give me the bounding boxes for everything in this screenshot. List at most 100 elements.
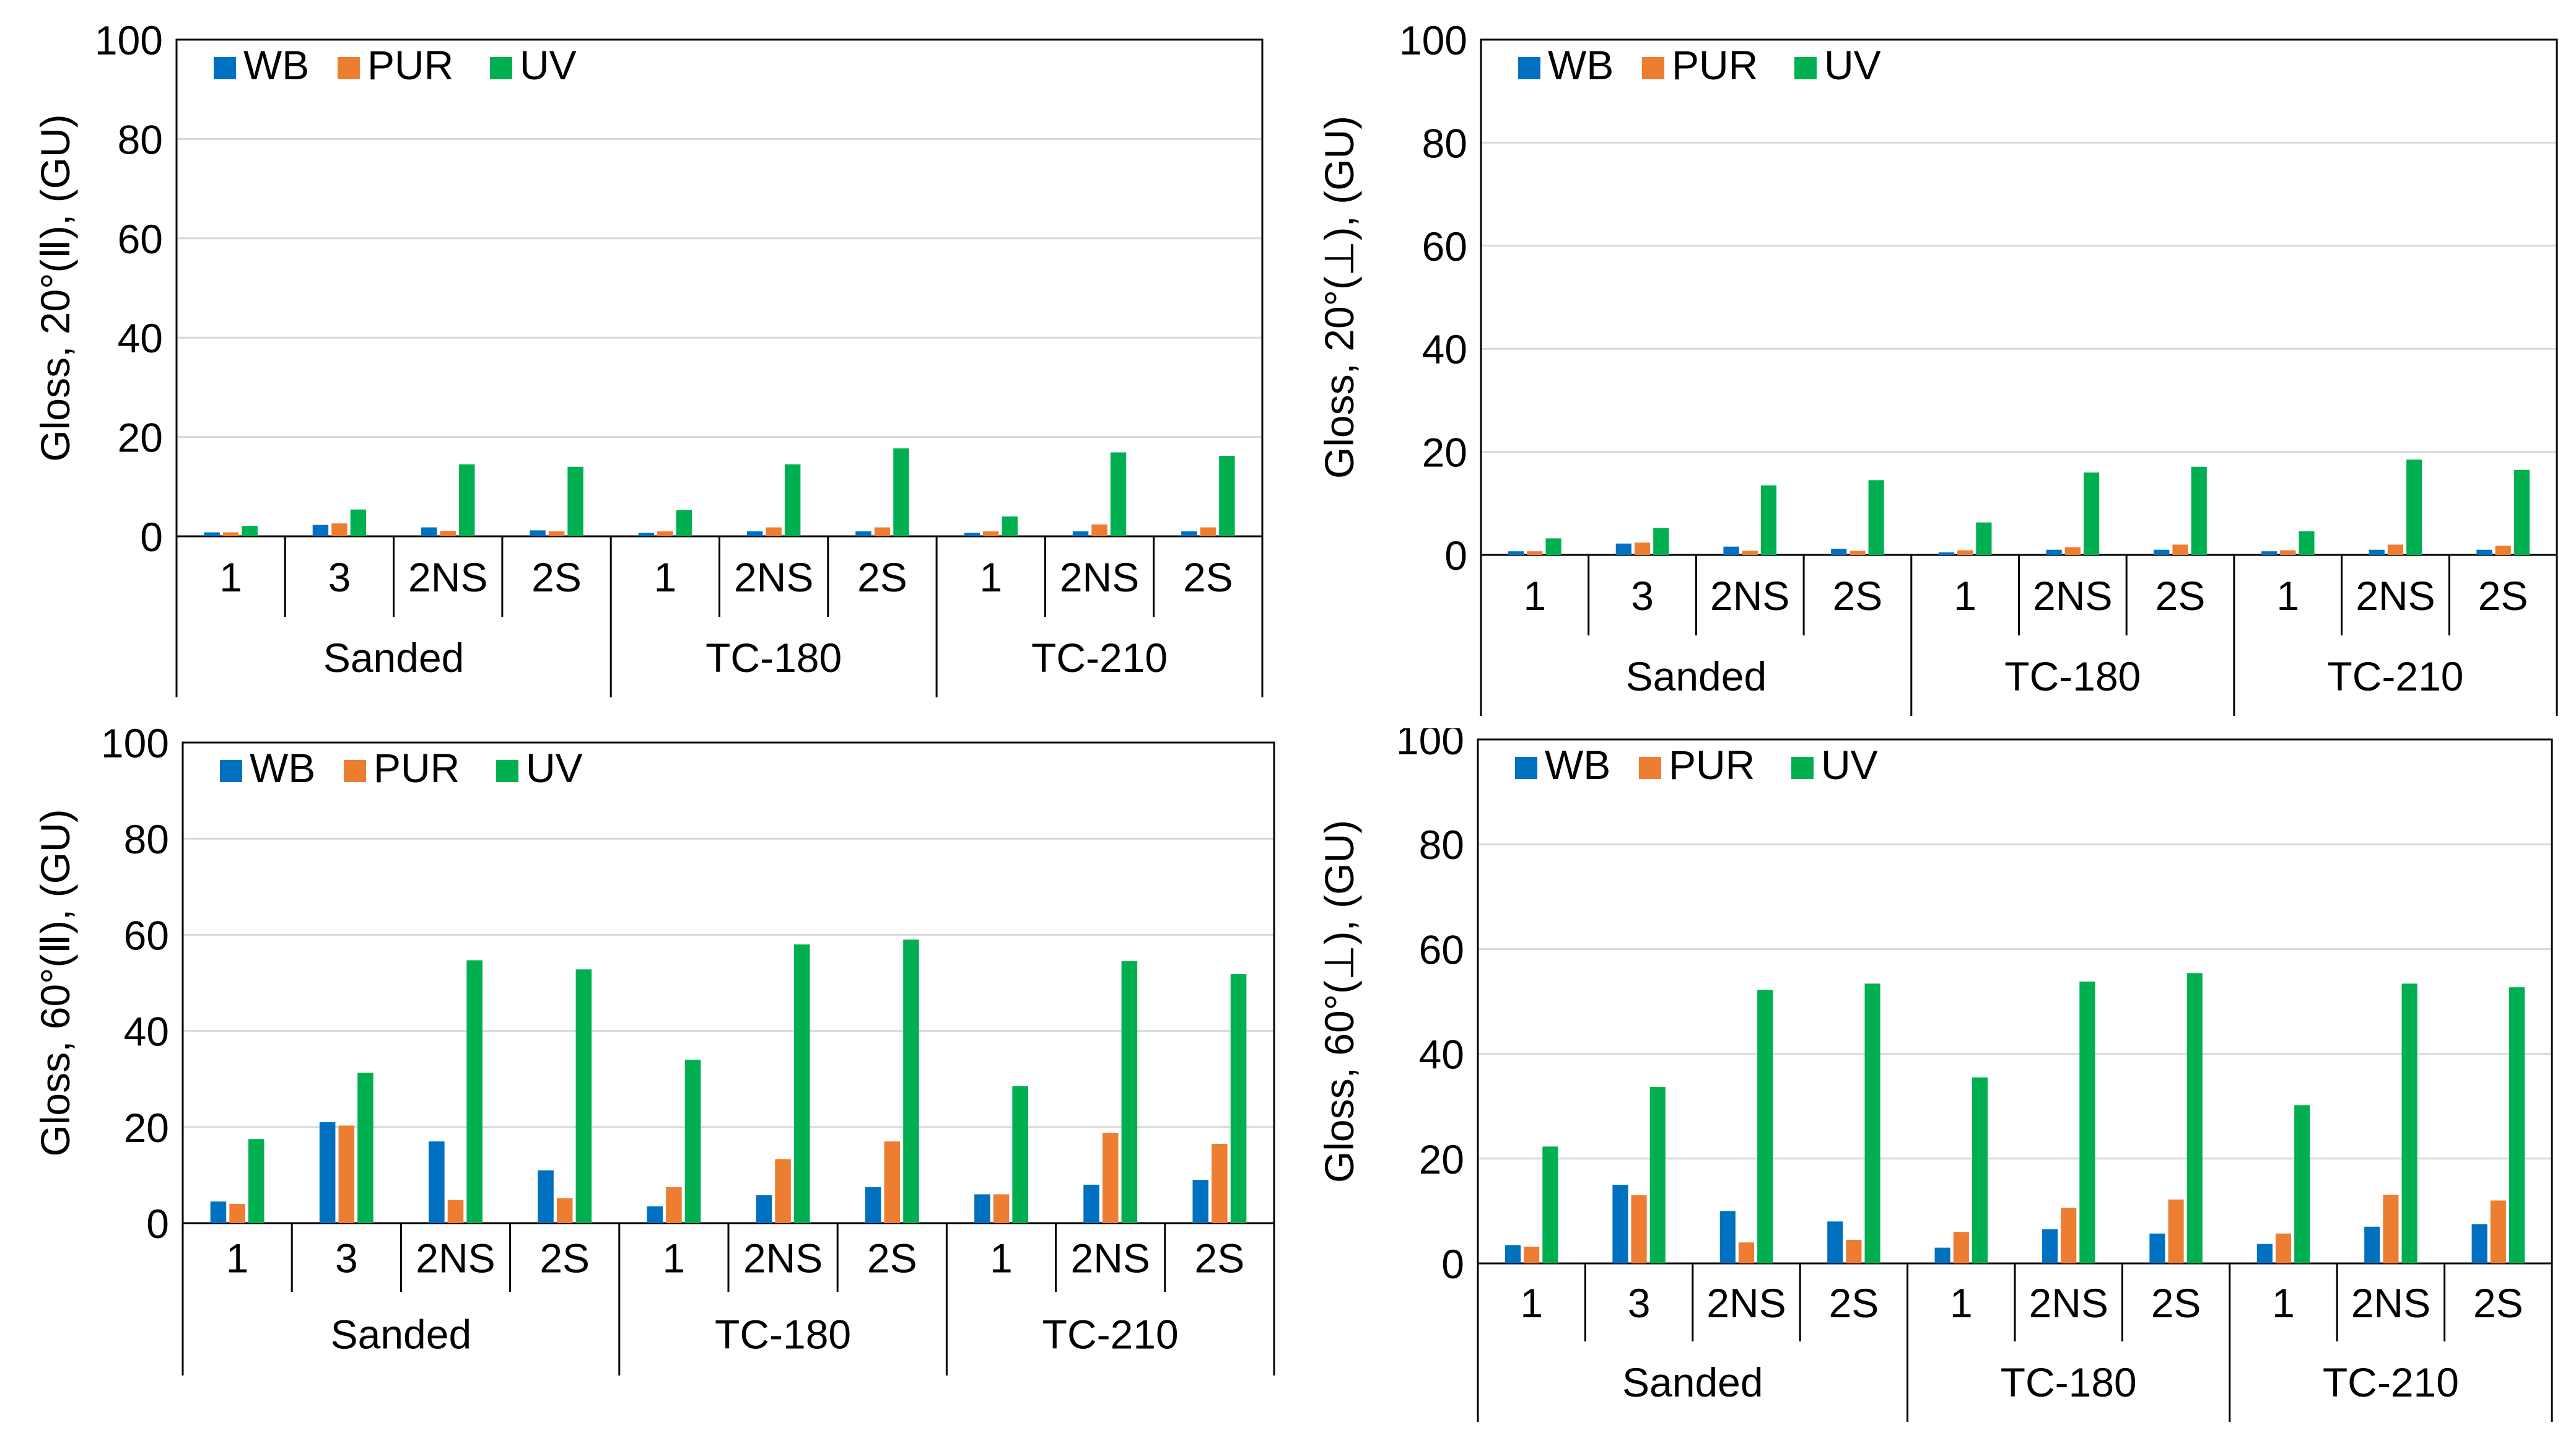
legend-label-pur: PUR (367, 42, 453, 88)
bar-uv (567, 466, 583, 536)
category-label: 3 (1631, 573, 1654, 619)
bar-pur (2064, 547, 2081, 555)
y-tick-label: 0 (1444, 533, 1467, 578)
bar-pur (1846, 1239, 1862, 1263)
bar-wb (2149, 1233, 2165, 1263)
legend-swatch-uv (1791, 757, 1814, 779)
bar-uv (893, 448, 909, 536)
legend-label-wb: WB (250, 745, 315, 791)
bar-pur (2275, 1233, 2292, 1263)
bar-pur (1957, 550, 1973, 555)
bar-uv (2509, 987, 2525, 1263)
category-label: 1 (226, 1236, 249, 1281)
bar-wb (974, 1194, 990, 1223)
bar-pur (874, 527, 891, 536)
bar-uv (1219, 456, 1235, 536)
bar-pur (1631, 1195, 1647, 1263)
bar-uv (248, 1139, 264, 1223)
group-label: TC-180 (2001, 1359, 2137, 1405)
y-tick-label: 100 (1399, 17, 1467, 63)
category-label: 2S (857, 554, 907, 600)
category-label: 2S (1195, 1236, 1245, 1281)
y-tick-label: 80 (118, 116, 163, 162)
bar-pur (1738, 1242, 1755, 1263)
legend-label-uv: UV (520, 42, 577, 88)
bar-wb (538, 1170, 554, 1223)
category-label: 2NS (1706, 1280, 1786, 1326)
bar-wb (964, 533, 980, 536)
group-label: TC-210 (2323, 1359, 2459, 1405)
bar-pur (2172, 544, 2188, 555)
bar-uv (1002, 516, 1018, 536)
y-tick-label: 40 (1419, 1032, 1464, 1078)
bar-pur (2495, 546, 2511, 555)
y-tick-label: 80 (1419, 822, 1464, 868)
legend-swatch-pur (344, 760, 366, 782)
category-label: 2S (2155, 573, 2206, 619)
group-label: Sanded (323, 635, 465, 681)
category-label: 2NS (1710, 573, 1789, 619)
legend-swatch-wb (1515, 757, 1537, 779)
bar-uv (1649, 1086, 1666, 1263)
bar-wb (756, 1195, 772, 1223)
bar-pur (222, 532, 239, 536)
y-tick-label: 60 (1422, 224, 1467, 269)
bar-wb (1719, 1211, 1736, 1263)
bar-uv (676, 510, 692, 536)
legend-label-pur: PUR (1672, 42, 1758, 88)
category-label: 1 (2276, 573, 2299, 619)
bar-uv (242, 526, 258, 536)
legend-swatch-pur (1642, 57, 1664, 79)
y-tick-label: 0 (1441, 1241, 1464, 1287)
category-label: 2NS (2029, 1280, 2108, 1326)
y-tick-label: 80 (124, 816, 169, 862)
bar-wb (855, 531, 871, 536)
chart-panel-20deg-perpendicular: 0 20 40 60 80 100 Gloss, 20°(⊥), (GU) 1 3 2NS 2S 1 2… (1284, 0, 2568, 728)
bar-pur (884, 1141, 901, 1223)
bar-uv (2294, 1105, 2310, 1263)
bar-pur (1527, 551, 1543, 555)
bar-uv (1121, 961, 1138, 1223)
bar-wb (2476, 549, 2492, 555)
bar-pur (338, 1125, 355, 1223)
y-tick-label: 0 (146, 1201, 169, 1247)
y-tick-label: 60 (1419, 926, 1464, 972)
category-label: 2S (867, 1236, 917, 1281)
y-tick-label: 20 (124, 1105, 169, 1151)
category-label: 2NS (743, 1236, 823, 1281)
legend-swatch-uv (490, 57, 512, 79)
chart-60deg-perpendicular: 0 20 40 60 80 100 Gloss, 60°(⊥), (GU) 1 3 2NS 2S 1 2… (1316, 728, 2553, 1422)
bar-wb (638, 533, 655, 536)
category-label: 1 (1520, 1280, 1543, 1326)
bar-pur (2061, 1208, 2077, 1263)
category-label: 2S (1183, 554, 1233, 600)
bar-pur (1524, 1246, 1540, 1263)
category-label: 3 (328, 554, 351, 600)
bar-pur (775, 1159, 791, 1223)
bar-wb (1827, 1221, 1843, 1263)
bar-uv (1542, 1146, 1558, 1263)
category-label: 1 (2272, 1280, 2295, 1326)
category-label: 2S (531, 554, 582, 600)
category-label: 2NS (2033, 573, 2112, 619)
bar-uv (1545, 538, 1561, 555)
bar-uv (1230, 974, 1247, 1223)
y-tick-label: 0 (140, 514, 163, 560)
bar-pur (1200, 527, 1216, 536)
bar-pur (229, 1203, 245, 1223)
bar-uv (1976, 522, 1992, 555)
category-label: 2S (1829, 1280, 1879, 1326)
legend-swatch-pur (338, 57, 360, 79)
legend-swatch-wb (1518, 57, 1540, 79)
bar-uv (684, 1060, 701, 1223)
chart-panel-60deg-parallel: 0 20 40 60 80 100 Gloss, 60°(Ⅱ), (GU) 1 3 2NS 2S 1 2… (0, 728, 1284, 1456)
category-label: 2NS (408, 554, 487, 600)
bar-pur (440, 531, 456, 536)
bar-uv (2513, 469, 2530, 555)
bar-pur (1091, 524, 1107, 536)
bar-wb (1505, 1245, 1521, 1263)
bar-pur (993, 1194, 1010, 1223)
category-label: 1 (219, 554, 242, 600)
y-tick-label: 20 (1419, 1136, 1464, 1182)
group-label: TC-180 (2004, 653, 2141, 699)
